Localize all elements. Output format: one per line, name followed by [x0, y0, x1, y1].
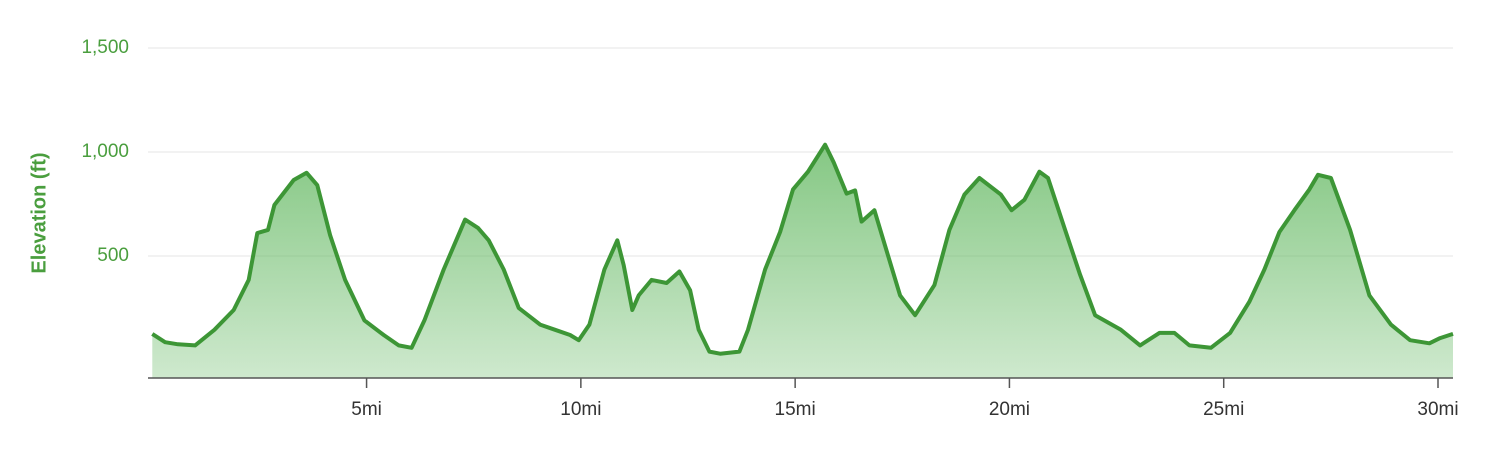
y-tick-label: 1,000 [81, 141, 129, 162]
x-tick-label: 30mi [1417, 399, 1458, 420]
x-tick-label: 5mi [351, 399, 382, 420]
x-tick-label: 20mi [989, 399, 1030, 420]
area [152, 144, 1453, 378]
x-tick-label: 15mi [775, 399, 816, 420]
y-axis-title: Elevation (ft) [28, 152, 50, 273]
x-tick-label: 25mi [1203, 399, 1244, 420]
y-tick-label: 500 [97, 245, 129, 266]
elevation-line [151, 142, 1454, 356]
y-tick-label: 1,500 [81, 37, 129, 58]
x-tick-label: 10mi [560, 399, 601, 420]
